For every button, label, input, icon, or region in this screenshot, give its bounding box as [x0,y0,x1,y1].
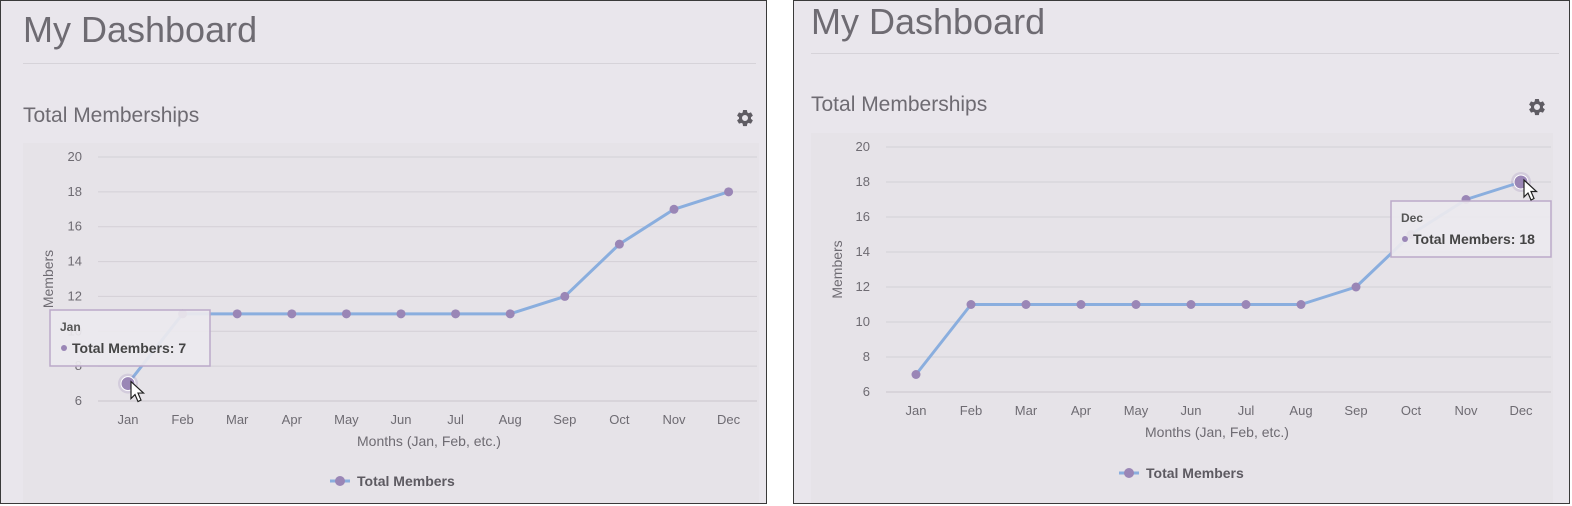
data-point[interactable] [1296,300,1306,309]
y-tick-label: 10 [856,314,870,329]
y-tick-label: 6 [75,393,82,408]
x-tick-label: Jun [1181,403,1202,418]
x-tick-label: Feb [171,412,193,427]
data-point[interactable] [1076,300,1086,309]
data-point[interactable] [1021,300,1031,309]
y-tick-label: 6 [863,384,870,399]
x-tick-label: Oct [1401,403,1422,418]
x-tick-label: Mar [226,412,249,427]
y-tick-label: 12 [68,288,82,303]
membership-line-chart: 68101214161820JanFebMarAprMayJunJulAugSe… [40,149,757,489]
data-point[interactable] [1351,282,1361,292]
membership-line-chart: 6 8 10 12 14 16 18 20 Jan Feb Mar Apr May Jun Jul Aug Se… [829,139,1552,481]
y-axis-title: Members [40,250,56,308]
tooltip-month: Jan [60,320,81,334]
x-tick-label: Apr [282,412,303,427]
section-title: Total Memberships [23,104,200,127]
data-point[interactable] [1186,300,1196,309]
mouse-cursor-icon [1523,178,1539,201]
y-tick-label: 8 [863,349,870,364]
y-tick-label: 16 [68,219,82,234]
x-tick-label: Sep [1344,403,1367,418]
dashboard-panel-right: My Dashboard Total Memberships 6 8 10 12 14 1… [793,0,1570,504]
data-point[interactable] [341,309,351,319]
x-tick-label: Dec [1509,403,1533,418]
x-tick-label: Feb [960,403,982,418]
y-tick-label: 18 [68,184,82,199]
title-divider [23,63,756,64]
x-tick-label: Aug [499,412,522,427]
legend-marker [1124,468,1134,478]
data-point[interactable] [451,309,461,319]
data-point[interactable] [560,291,570,301]
x-tick-label: Nov [1454,403,1478,418]
data-point[interactable] [911,370,921,379]
tooltip-bullet [1402,236,1408,242]
y-tick-label: 20 [856,139,870,154]
chart-area: 68101214161820JanFebMarAprMayJunJulAugSe… [23,143,759,503]
y-tick-label: 18 [856,174,870,189]
legend-label: Total Members [1146,465,1244,481]
title-divider [811,53,1559,54]
data-point[interactable] [396,309,406,319]
page-title: My Dashboard [23,9,258,50]
y-tick-label: 12 [856,279,870,294]
series-line [126,190,730,385]
tooltip-box [49,309,211,367]
data-point[interactable] [505,309,515,319]
legend-marker [335,476,345,486]
x-tick-label: May [334,412,359,427]
tooltip-bullet [61,345,67,351]
x-tick-label: Jun [391,412,412,427]
tooltip-month: Dec [1401,211,1423,225]
chart-legend[interactable]: Total Members [1119,465,1244,481]
x-tick-label: Dec [717,412,741,427]
mouse-cursor-icon [130,380,146,403]
chart-legend[interactable]: Total Members [330,473,455,489]
data-point[interactable] [614,239,624,249]
page-title: My Dashboard [811,1,1046,42]
x-tick-label: Oct [609,412,630,427]
x-tick-label: Jan [906,403,927,418]
x-tick-label: May [1124,403,1149,418]
x-tick-label: Sep [553,412,576,427]
data-point[interactable] [724,187,734,197]
dashboard-panel-left: My Dashboard Total Memberships 681012141… [0,0,767,504]
section-title: Total Memberships [811,93,988,116]
x-tick-label: Jan [118,412,139,427]
x-tick-label: Jul [447,412,464,427]
chart-tooltip: Dec Total Members: 18 [1390,200,1552,258]
x-axis-title: Months (Jan, Feb, etc.) [1145,424,1289,440]
data-point[interactable] [232,309,242,319]
data-point[interactable] [966,300,976,309]
y-tick-label: 14 [68,254,82,269]
x-axis-title: Months (Jan, Feb, etc.) [357,433,501,449]
gear-icon[interactable] [735,108,755,128]
y-tick-label: 16 [856,209,870,224]
legend-label: Total Members [357,473,455,489]
x-tick-label: Jul [1238,403,1255,418]
tooltip-value: Total Members: 18 [1413,231,1535,247]
data-point[interactable] [669,204,679,214]
chart-tooltip: Jan Total Members: 7 [49,309,211,367]
y-axis-title: Members [829,240,845,298]
x-tick-label: Nov [662,412,686,427]
tooltip-box [1390,200,1552,258]
data-point[interactable] [1241,300,1251,309]
y-tick-label: 20 [68,149,82,164]
chart-area: 6 8 10 12 14 16 18 20 Jan Feb Mar Apr May Jun Jul Aug Se… [811,133,1553,503]
y-tick-label: 14 [856,244,870,259]
data-point[interactable] [1131,300,1141,309]
x-tick-label: Mar [1015,403,1038,418]
x-tick-label: Apr [1071,403,1092,418]
tooltip-value: Total Members: 7 [72,340,186,356]
data-point[interactable] [287,309,297,319]
gear-icon[interactable] [1527,97,1547,117]
x-tick-label: Aug [1289,403,1312,418]
